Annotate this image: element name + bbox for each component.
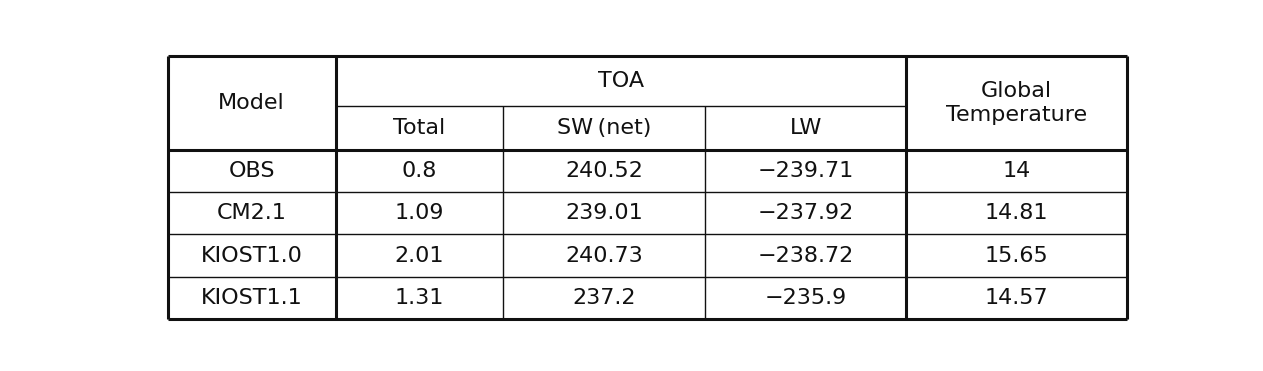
Text: −239.71: −239.71 [758,161,854,181]
Text: TOA: TOA [597,71,644,91]
Text: 239.01: 239.01 [566,203,643,223]
Text: −237.92: −237.92 [758,203,854,223]
Text: −238.72: −238.72 [758,246,854,266]
Text: 240.73: 240.73 [566,246,643,266]
Text: 0.8: 0.8 [402,161,437,181]
Text: SW (net): SW (net) [557,118,652,138]
Text: KIOST1.1: KIOST1.1 [201,288,302,308]
Text: Global
Temperature: Global Temperature [946,81,1087,125]
Text: CM2.1: CM2.1 [217,203,287,223]
Text: Model: Model [218,93,285,113]
Text: 14: 14 [1003,161,1031,181]
Text: Total: Total [393,118,446,138]
Text: OBS: OBS [229,161,275,181]
Text: KIOST1.0: KIOST1.0 [201,246,303,266]
Text: −235.9: −235.9 [764,288,846,308]
Text: 1.31: 1.31 [395,288,445,308]
Text: 1.09: 1.09 [395,203,445,223]
Text: LW: LW [789,118,822,138]
Text: 14.57: 14.57 [985,288,1048,308]
Text: 2.01: 2.01 [395,246,445,266]
Text: 15.65: 15.65 [985,246,1048,266]
Text: 237.2: 237.2 [572,288,635,308]
Text: 240.52: 240.52 [565,161,643,181]
Text: 14.81: 14.81 [985,203,1048,223]
